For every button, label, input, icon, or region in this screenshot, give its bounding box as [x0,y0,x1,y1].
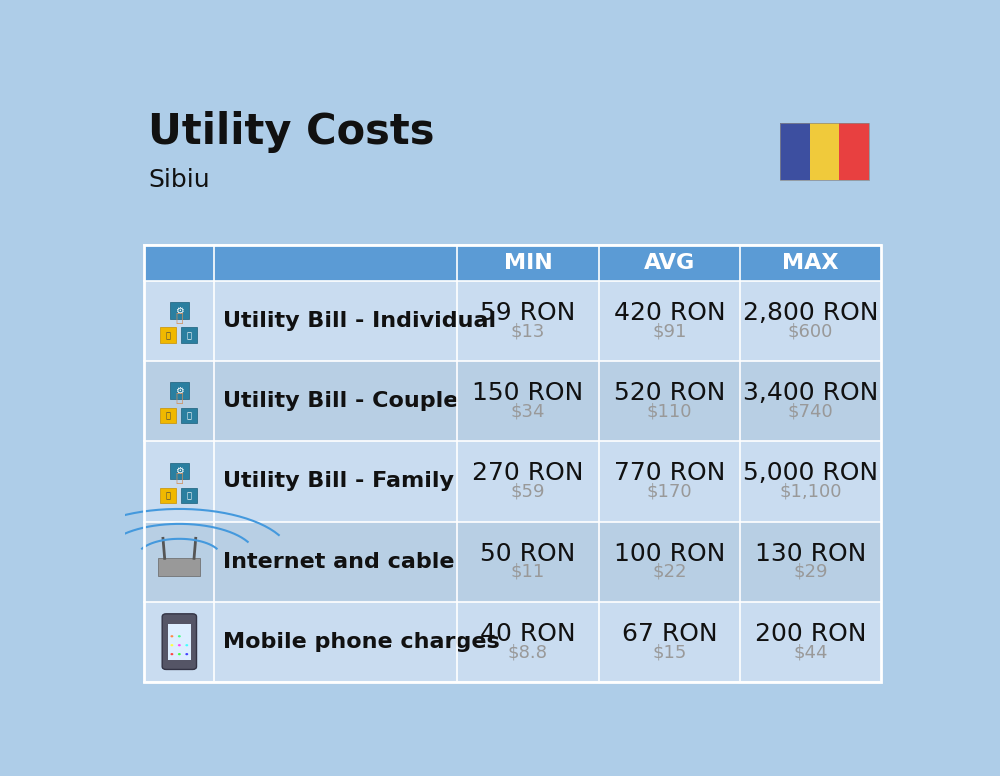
Text: 150 RON: 150 RON [472,381,584,405]
FancyBboxPatch shape [144,362,881,442]
Circle shape [178,653,181,655]
Text: $22: $22 [652,563,687,581]
Text: 40 RON: 40 RON [480,622,576,646]
Text: $91: $91 [652,323,687,341]
FancyBboxPatch shape [144,281,881,362]
FancyBboxPatch shape [168,624,191,660]
FancyBboxPatch shape [170,383,189,399]
Text: 🚰: 🚰 [187,491,192,500]
FancyBboxPatch shape [839,123,869,180]
Text: Utility Bill - Individual: Utility Bill - Individual [223,311,496,331]
FancyBboxPatch shape [170,462,189,480]
Text: 67 RON: 67 RON [622,622,717,646]
Text: 👤: 👤 [176,392,183,405]
Text: Sibiu: Sibiu [148,168,210,192]
Text: $600: $600 [788,323,833,341]
Text: 100 RON: 100 RON [614,542,725,566]
FancyBboxPatch shape [144,521,881,601]
Text: Mobile phone charges: Mobile phone charges [223,632,500,652]
Circle shape [178,644,181,646]
FancyBboxPatch shape [160,487,176,504]
Text: 5,000 RON: 5,000 RON [743,462,878,486]
Text: $170: $170 [647,483,692,501]
Text: ⚙: ⚙ [175,386,184,396]
Circle shape [185,644,188,646]
Text: 👤: 👤 [176,312,183,325]
FancyBboxPatch shape [170,303,189,319]
Text: $59: $59 [511,483,545,501]
FancyBboxPatch shape [181,407,197,424]
Text: 🚰: 🚰 [187,411,192,420]
Text: $110: $110 [647,403,692,421]
Text: $740: $740 [788,403,834,421]
Circle shape [170,653,173,655]
Text: Utility Bill - Family: Utility Bill - Family [223,472,454,491]
Text: MAX: MAX [782,254,839,273]
FancyBboxPatch shape [158,559,200,576]
Text: ⚙: ⚙ [175,306,184,316]
FancyBboxPatch shape [144,601,881,681]
Text: 770 RON: 770 RON [614,462,725,486]
Text: 2,800 RON: 2,800 RON [743,301,878,325]
Text: 420 RON: 420 RON [614,301,725,325]
Text: $15: $15 [652,643,687,661]
Text: 59 RON: 59 RON [480,301,576,325]
Circle shape [178,635,181,637]
FancyBboxPatch shape [181,327,197,343]
Text: AVG: AVG [644,254,695,273]
Text: $44: $44 [793,643,828,661]
Text: MIN: MIN [504,254,552,273]
Text: Internet and cable: Internet and cable [223,552,455,572]
Text: 🚰: 🚰 [187,331,192,340]
FancyBboxPatch shape [160,327,176,343]
Text: $34: $34 [511,403,545,421]
Text: $29: $29 [793,563,828,581]
Circle shape [170,644,173,646]
Text: $1,100: $1,100 [779,483,842,501]
Text: $11: $11 [511,563,545,581]
FancyBboxPatch shape [780,123,810,180]
FancyBboxPatch shape [810,123,839,180]
FancyBboxPatch shape [162,614,197,670]
Text: 130 RON: 130 RON [755,542,866,566]
Text: 50 RON: 50 RON [480,542,576,566]
Circle shape [185,653,188,655]
FancyBboxPatch shape [181,487,197,504]
Text: 200 RON: 200 RON [755,622,866,646]
Text: 🔌: 🔌 [166,411,171,420]
Text: $13: $13 [511,323,545,341]
Text: ⚙: ⚙ [175,466,184,476]
Text: Utility Costs: Utility Costs [148,111,435,153]
Text: 270 RON: 270 RON [472,462,584,486]
FancyBboxPatch shape [160,407,176,424]
Text: 520 RON: 520 RON [614,381,725,405]
Text: $8.8: $8.8 [508,643,548,661]
FancyBboxPatch shape [144,442,881,521]
Text: Utility Bill - Couple: Utility Bill - Couple [223,391,459,411]
Text: 👤: 👤 [176,473,183,485]
Text: 3,400 RON: 3,400 RON [743,381,878,405]
Text: 🔌: 🔌 [166,491,171,500]
Text: 🔌: 🔌 [166,331,171,340]
Circle shape [170,635,173,637]
FancyBboxPatch shape [144,245,881,281]
